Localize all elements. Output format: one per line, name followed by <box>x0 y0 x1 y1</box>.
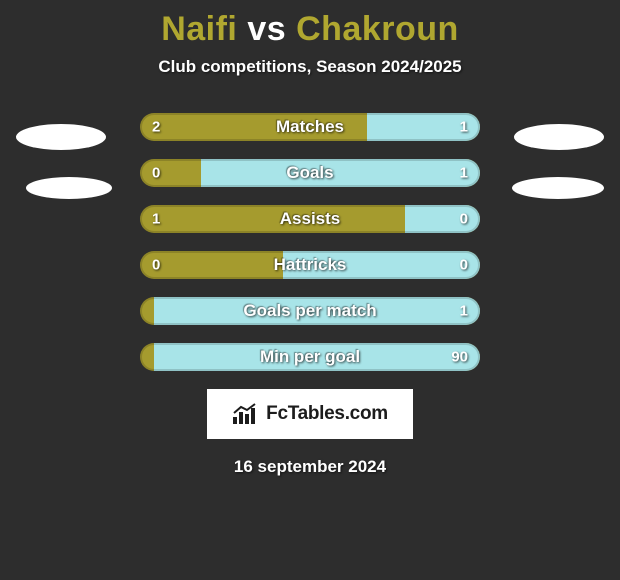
stat-row: Hattricks 0 0 <box>140 251 480 279</box>
stat-value-right: 1 <box>460 165 468 182</box>
stat-label: Matches <box>276 117 344 137</box>
stat-value-right: 90 <box>451 349 468 366</box>
bars-icon <box>232 403 260 425</box>
player-right-badge-1 <box>514 124 604 150</box>
stat-row: Assists 1 0 <box>140 205 480 233</box>
logo-text: FcTables.com <box>266 403 388 425</box>
player-left-name: Naifi <box>161 10 237 48</box>
page-title: Naifi vs Chakroun <box>0 0 620 49</box>
stat-value-right: 1 <box>460 119 468 136</box>
title-vs: vs <box>247 10 286 48</box>
stat-value-right: 1 <box>460 303 468 320</box>
stat-label: Assists <box>280 209 340 229</box>
stat-value-right: 0 <box>460 211 468 228</box>
stat-bar-right <box>201 159 480 187</box>
stat-label: Hattricks <box>274 255 347 275</box>
stat-row: Min per goal 90 <box>140 343 480 371</box>
stat-value-left: 1 <box>152 211 160 228</box>
stat-value-left: 2 <box>152 119 160 136</box>
stat-label: Goals <box>286 163 333 183</box>
subtitle: Club competitions, Season 2024/2025 <box>0 57 620 77</box>
stat-row: Matches 2 1 <box>140 113 480 141</box>
stat-label: Goals per match <box>243 301 376 321</box>
stat-value-left: 0 <box>152 165 160 182</box>
logo: FcTables.com <box>207 389 413 439</box>
player-left-badge-2 <box>26 177 112 199</box>
stat-row: Goals per match 1 <box>140 297 480 325</box>
stats-container: Matches21Goals01Assists10Hattricks00Goal… <box>0 113 620 371</box>
stat-value-right: 0 <box>460 257 468 274</box>
stat-value-left: 0 <box>152 257 160 274</box>
player-right-badge-2 <box>512 177 604 199</box>
stat-row: Goals 0 1 <box>140 159 480 187</box>
player-right-name: Chakroun <box>296 10 459 48</box>
date-label: 16 september 2024 <box>0 457 620 477</box>
player-left-badge-1 <box>16 124 106 150</box>
stat-bar-right <box>405 205 480 233</box>
stat-label: Min per goal <box>260 347 360 367</box>
